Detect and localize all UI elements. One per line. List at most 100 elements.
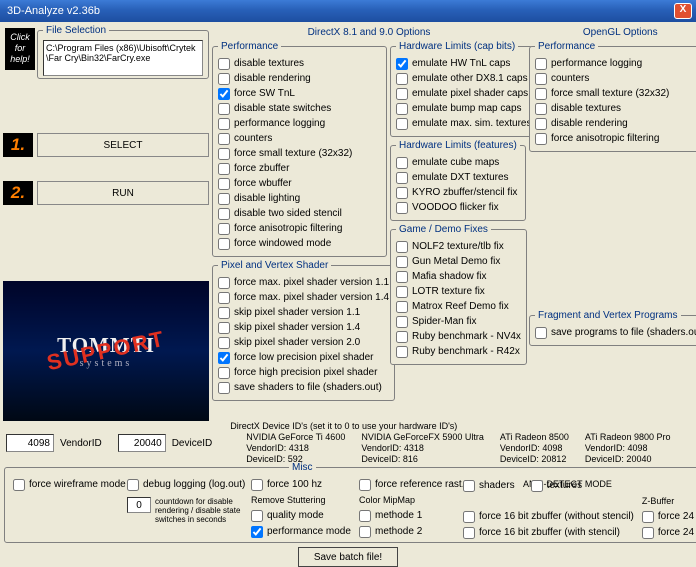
oglperf-check-3[interactable] — [535, 103, 547, 115]
perf-check-11[interactable] — [218, 223, 230, 235]
oglperf-check-2[interactable] — [535, 88, 547, 100]
ad-textures-label: textures — [547, 480, 583, 491]
hwfeat-check-3[interactable] — [396, 202, 408, 214]
cmm-m2-check[interactable] — [359, 526, 371, 538]
hwcaps-check-2[interactable] — [396, 88, 408, 100]
perf-check-9[interactable] — [218, 193, 230, 205]
pvs-label-7: save shaders to file (shaders.out) — [234, 382, 382, 393]
pvs-check-2[interactable] — [218, 307, 230, 319]
zb1-check[interactable] — [463, 527, 475, 539]
debuglog-label: debug logging (log.out) — [143, 479, 245, 490]
pvs-check-3[interactable] — [218, 322, 230, 334]
fvp-check-0[interactable] — [535, 327, 547, 339]
hwcaps-check-3[interactable] — [396, 103, 408, 115]
perf-check-8[interactable] — [218, 178, 230, 190]
close-icon[interactable]: X — [674, 3, 692, 19]
hwfeat-check-2[interactable] — [396, 187, 408, 199]
vendorid-input[interactable] — [6, 434, 54, 452]
deviceid-input[interactable] — [118, 434, 166, 452]
wireframe-check[interactable] — [13, 479, 25, 491]
perf-label-10: disable two sided stencil — [234, 208, 342, 219]
perf-check-12[interactable] — [218, 238, 230, 250]
perf-label-5: counters — [234, 133, 272, 144]
fvp-group: Fragment and Vertex Programs save progra… — [529, 310, 696, 346]
hwcaps-check-1[interactable] — [396, 73, 408, 85]
perf-label-0: disable textures — [234, 58, 304, 69]
pvs-label-2: skip pixel shader version 1.1 — [234, 307, 360, 318]
rs-perf-label: performance mode — [267, 526, 351, 537]
ad-shaders-check[interactable] — [463, 480, 475, 492]
save-batch-button[interactable]: Save batch file! — [298, 547, 398, 567]
gamefix-label-2: Mafia shadow fix — [412, 271, 486, 282]
zb3-check[interactable] — [642, 527, 654, 539]
gamefix-label-3: LOTR texture fix — [412, 286, 485, 297]
oglperf-label-1: counters — [551, 73, 589, 84]
hwcaps-check-4[interactable] — [396, 118, 408, 130]
oglperf-legend: Performance — [535, 41, 598, 52]
help-badge[interactable]: Click for help! — [5, 28, 35, 70]
fvp-label-0: save programs to file (shaders.out) — [551, 327, 696, 338]
refrast-check[interactable] — [359, 479, 371, 491]
deviceid-row: VendorID DeviceID DirectX Device ID's (s… — [0, 424, 696, 462]
perf-legend: Performance — [218, 41, 281, 52]
perf-check-3[interactable] — [218, 103, 230, 115]
deviceid-header: DirectX Device ID's (set it to 0 to use … — [230, 421, 670, 432]
countdown-label: countdown for disable rendering / disabl… — [155, 497, 247, 524]
hwfeat-check-0[interactable] — [396, 157, 408, 169]
pvs-check-5[interactable] — [218, 352, 230, 364]
zb0-label: force 16 bit zbuffer (without stencil) — [479, 511, 634, 522]
perf-check-2[interactable] — [218, 88, 230, 100]
oglperf-check-0[interactable] — [535, 58, 547, 70]
gamefix-label-5: Spider-Man fix — [412, 316, 476, 327]
perf-check-0[interactable] — [218, 58, 230, 70]
step2-badge: 2. — [3, 181, 33, 205]
gamefix-check-4[interactable] — [396, 301, 408, 313]
hwfeat-label-3: VOODOO flicker fix — [412, 202, 499, 213]
gamefix-check-5[interactable] — [396, 316, 408, 328]
oglperf-check-1[interactable] — [535, 73, 547, 85]
gamefix-label-6: Ruby benchmark - NV4x — [412, 331, 521, 342]
perf-check-6[interactable] — [218, 148, 230, 160]
oglperf-check-4[interactable] — [535, 118, 547, 130]
perf-check-5[interactable] — [218, 133, 230, 145]
gamefix-check-1[interactable] — [396, 256, 408, 268]
pvs-check-7[interactable] — [218, 382, 230, 394]
pvs-check-4[interactable] — [218, 337, 230, 349]
gamefix-check-3[interactable] — [396, 286, 408, 298]
titlebar: 3D-Analyze v2.36b X — [0, 0, 696, 22]
rs-quality-check[interactable] — [251, 510, 263, 522]
rs-perf-check[interactable] — [251, 526, 263, 538]
hwfeat-label-2: KYRO zbuffer/stencil fix — [412, 187, 517, 198]
perf-check-7[interactable] — [218, 163, 230, 175]
pvs-check-0[interactable] — [218, 277, 230, 289]
perf-label-8: force wbuffer — [234, 178, 292, 189]
perf-label-6: force small texture (32x32) — [234, 148, 352, 159]
zb-legend: Z-Buffer — [642, 496, 696, 506]
oglperf-check-5[interactable] — [535, 133, 547, 145]
oglperf-label-5: force anisotropic filtering — [551, 133, 659, 144]
gamefix-check-7[interactable] — [396, 346, 408, 358]
zb2-check[interactable] — [642, 511, 654, 523]
gamefix-check-6[interactable] — [396, 331, 408, 343]
pvs-check-6[interactable] — [218, 367, 230, 379]
perf-check-1[interactable] — [218, 73, 230, 85]
debuglog-check[interactable] — [127, 479, 139, 491]
zb0-check[interactable] — [463, 511, 475, 523]
zb3-label: force 24 bit zbuffer (with stencil) — [658, 527, 696, 538]
pvs-check-1[interactable] — [218, 292, 230, 304]
hwcaps-check-0[interactable] — [396, 58, 408, 70]
rs-legend: Remove Stuttering — [251, 495, 355, 505]
hwfeat-check-1[interactable] — [396, 172, 408, 184]
ad-textures-check[interactable] — [531, 480, 543, 492]
device-card-0: NVIDIA GeForce Ti 4600VendorID: 4318Devi… — [246, 432, 345, 465]
hwcaps-label-2: emulate pixel shader caps — [412, 88, 528, 99]
perf-check-10[interactable] — [218, 208, 230, 220]
gamefix-check-0[interactable] — [396, 241, 408, 253]
perf-check-4[interactable] — [218, 118, 230, 130]
gamefix-check-2[interactable] — [396, 271, 408, 283]
hz100-check[interactable] — [251, 479, 263, 491]
run-button[interactable]: RUN — [37, 181, 209, 205]
select-button[interactable]: SELECT — [37, 133, 209, 157]
countdown-input[interactable] — [127, 497, 151, 513]
cmm-m1-check[interactable] — [359, 510, 371, 522]
